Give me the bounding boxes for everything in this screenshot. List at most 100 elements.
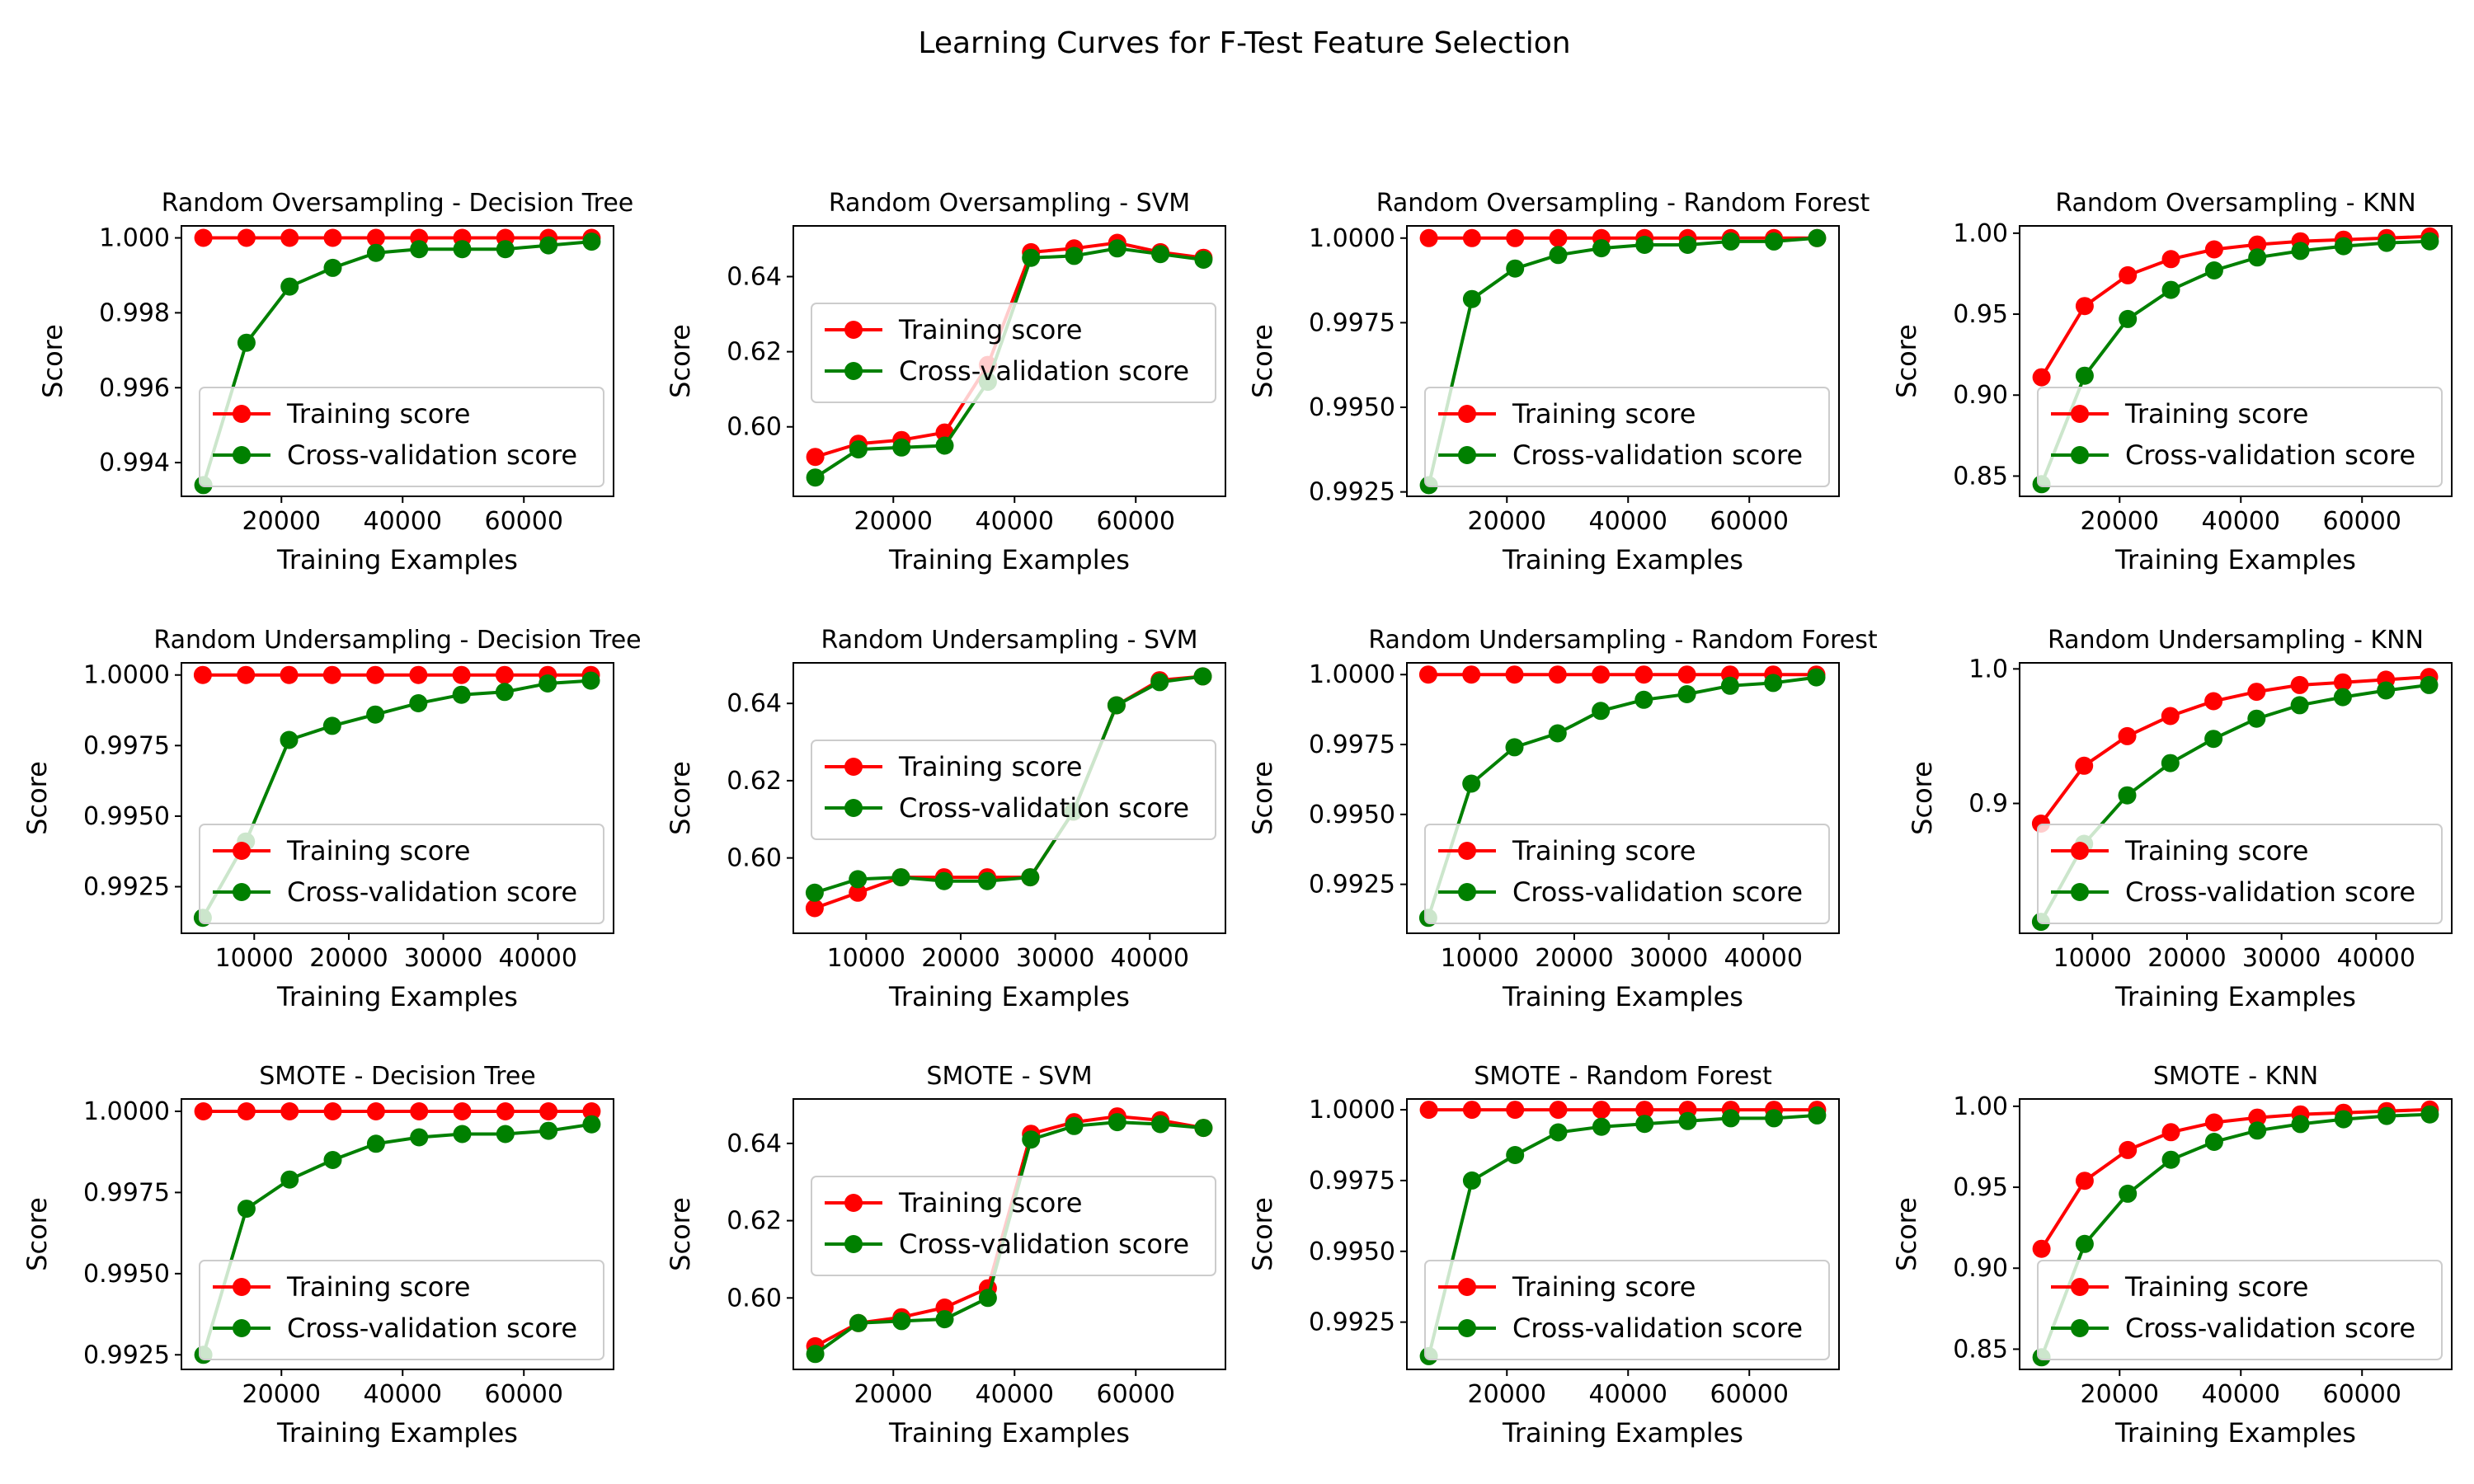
y-tick-label: 0.60 bbox=[727, 1284, 782, 1313]
legend-label: Cross-validation score bbox=[899, 1228, 1189, 1260]
data-point bbox=[2333, 673, 2352, 692]
series-line-cv bbox=[2039, 1112, 2430, 1359]
data-point bbox=[1021, 868, 1040, 887]
data-point bbox=[582, 232, 601, 251]
legend: Training score Cross-validation score bbox=[2037, 1260, 2443, 1360]
data-point bbox=[806, 448, 825, 467]
data-point bbox=[1764, 674, 1783, 693]
data-point bbox=[539, 1121, 558, 1140]
data-point bbox=[1549, 1101, 1568, 1120]
subplot-2: Random Oversampling - SVM 20000 40000 60000… bbox=[665, 189, 1226, 575]
x-tick-label: 40000 bbox=[2337, 944, 2415, 973]
y-tick-label: 0.9975 bbox=[1309, 730, 1395, 759]
y-tick-label: 0.9925 bbox=[1309, 871, 1395, 899]
data-point bbox=[2161, 1123, 2180, 1142]
x-tick-label: 60000 bbox=[2323, 507, 2401, 536]
y-tick-label: 0.996 bbox=[99, 373, 170, 402]
y-tick-label: 0.85 bbox=[1953, 462, 2008, 491]
y-tick-label: 0.60 bbox=[727, 413, 782, 442]
data-point bbox=[849, 870, 868, 889]
y-axis-label: Score bbox=[1247, 1197, 1278, 1271]
data-point bbox=[409, 665, 428, 684]
data-point bbox=[1677, 685, 1696, 703]
data-point bbox=[539, 1102, 558, 1120]
data-point bbox=[366, 228, 385, 247]
data-point bbox=[892, 1312, 911, 1331]
legend-marker bbox=[233, 883, 251, 901]
x-axis-label: Training Examples bbox=[2114, 544, 2356, 575]
legend: Training score Cross-validation score bbox=[811, 303, 1216, 403]
y-tick-label: 0.9925 bbox=[1309, 1308, 1395, 1337]
data-point bbox=[2161, 1150, 2180, 1169]
y-tick-label: 0.9950 bbox=[83, 802, 170, 831]
data-point bbox=[1808, 1106, 1827, 1125]
data-point bbox=[410, 1128, 429, 1147]
data-point bbox=[366, 243, 385, 262]
data-point bbox=[1635, 1115, 1654, 1134]
data-point bbox=[1506, 1146, 1525, 1164]
x-axis-label: Training Examples bbox=[276, 544, 518, 575]
data-point bbox=[849, 1313, 868, 1332]
data-point bbox=[452, 685, 471, 704]
y-tick-label: 1.0000 bbox=[83, 661, 170, 690]
data-point bbox=[323, 1102, 342, 1120]
x-tick-label: 30000 bbox=[1630, 944, 1708, 973]
data-point bbox=[280, 228, 299, 247]
y-tick-label: 0.90 bbox=[1953, 381, 2008, 410]
x-tick-label: 40000 bbox=[2202, 507, 2280, 536]
y-tick-label: 0.95 bbox=[1953, 300, 2008, 329]
data-point bbox=[1592, 665, 1611, 684]
data-point bbox=[366, 705, 385, 724]
data-point bbox=[1720, 676, 1739, 695]
legend: Training score Cross-validation score bbox=[811, 740, 1216, 840]
x-tick-label: 40000 bbox=[1111, 944, 1189, 973]
x-axis-label: Training Examples bbox=[888, 544, 1130, 575]
y-axis-label: Score bbox=[1891, 324, 1922, 398]
data-point bbox=[1548, 724, 1567, 743]
legend-marker bbox=[233, 1278, 251, 1296]
data-point bbox=[2420, 232, 2439, 251]
series-line-cv bbox=[1427, 1113, 1818, 1357]
data-point bbox=[1151, 1115, 1170, 1134]
subplot-title: SMOTE - Decision Tree bbox=[259, 1062, 535, 1091]
legend-label: Training score bbox=[1512, 835, 1696, 866]
data-point bbox=[1549, 1123, 1568, 1142]
data-point bbox=[280, 1170, 299, 1189]
data-point bbox=[237, 1102, 256, 1120]
x-tick-label: 60000 bbox=[485, 1380, 563, 1409]
data-point bbox=[806, 468, 825, 487]
x-axis-label: Training Examples bbox=[2114, 1417, 2356, 1449]
data-point bbox=[1549, 228, 1568, 247]
data-point bbox=[892, 438, 911, 457]
data-point bbox=[323, 228, 342, 247]
data-point bbox=[2378, 1106, 2396, 1125]
data-point bbox=[237, 1200, 256, 1219]
data-point bbox=[2161, 280, 2180, 299]
data-point bbox=[805, 899, 824, 918]
data-point bbox=[280, 1102, 299, 1120]
y-tick-label: 0.9 bbox=[1968, 790, 2008, 819]
series-line-cv bbox=[201, 1122, 592, 1355]
y-tick-label: 1.00 bbox=[1953, 1092, 2008, 1121]
x-tick-label: 40000 bbox=[1589, 1380, 1667, 1409]
legend-marker bbox=[2071, 446, 2089, 464]
data-point bbox=[2075, 756, 2094, 775]
data-point bbox=[806, 1345, 825, 1364]
x-tick-label: 40000 bbox=[976, 1380, 1054, 1409]
data-point bbox=[194, 228, 213, 247]
legend-label: Training score bbox=[286, 398, 470, 430]
legend: Training score Cross-validation score bbox=[199, 1260, 604, 1360]
y-tick-label: 0.85 bbox=[1953, 1335, 2008, 1364]
data-point bbox=[237, 333, 256, 352]
y-tick-label: 0.9950 bbox=[1309, 1237, 1395, 1266]
legend-marker bbox=[1458, 883, 1476, 901]
x-tick-label: 20000 bbox=[854, 507, 933, 536]
y-tick-label: 0.9975 bbox=[83, 731, 170, 760]
subplot-7: Random Undersampling - Random Forest 1000… bbox=[1247, 626, 1878, 1012]
data-point bbox=[366, 665, 385, 684]
series-line-cv bbox=[1427, 236, 1818, 486]
data-point bbox=[2291, 1115, 2310, 1134]
data-point bbox=[1194, 251, 1213, 269]
data-point bbox=[237, 228, 256, 247]
subplot-10: SMOTE - SVM 20000 40000 60000 0.60 0.62 0.64 Tr… bbox=[665, 1062, 1226, 1449]
